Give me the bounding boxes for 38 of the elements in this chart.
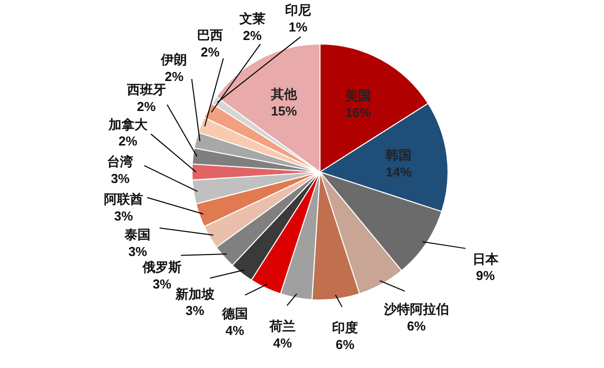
data-label: 2% [136, 99, 156, 114]
data-label: 16% [345, 104, 372, 120]
slice-label: 泰国 [124, 227, 151, 242]
slice-label: 韩国 [384, 147, 412, 162]
data-label: 4% [273, 335, 292, 350]
slice-label: 沙特阿拉伯 [382, 302, 449, 317]
data-label: 2% [164, 68, 184, 84]
slice-label: 印尼 [285, 2, 312, 18]
data-label: 14% [386, 164, 412, 180]
slice-label: 印度 [332, 320, 358, 336]
slice-label: 日本 [472, 251, 500, 266]
data-label: 9% [476, 268, 496, 284]
slice-label: 荷兰 [268, 318, 296, 334]
slice-label: 新加坡 [174, 286, 216, 302]
data-label: 6% [406, 318, 426, 334]
slice-label: 西班牙 [126, 82, 166, 98]
slice-label: 美国 [344, 88, 372, 103]
data-label: 1% [288, 19, 308, 34]
data-label: 4% [225, 323, 245, 338]
data-label: 2% [242, 28, 262, 43]
slice-label: 台湾 [107, 154, 134, 169]
data-label: 3% [152, 276, 172, 292]
data-label: 3% [128, 244, 148, 260]
data-label: 3% [186, 303, 205, 318]
slice-label: 俄罗斯 [141, 259, 182, 274]
data-label: 15% [270, 104, 298, 119]
slice-label: 文莱 [238, 10, 266, 26]
slice-label: 其他 [270, 86, 298, 102]
slice-label: 巴西 [197, 28, 224, 43]
data-label: 6% [336, 337, 355, 352]
slice-label: 加拿大 [107, 116, 148, 132]
data-label: 3% [110, 170, 130, 186]
data-label: 3% [114, 208, 134, 224]
slice-label: 伊朗 [160, 52, 188, 67]
data-label: 2% [118, 134, 138, 149]
slice-label: 阿联酋 [104, 191, 144, 206]
data-label: 2% [200, 44, 220, 60]
slice-label: 德国 [220, 306, 248, 322]
